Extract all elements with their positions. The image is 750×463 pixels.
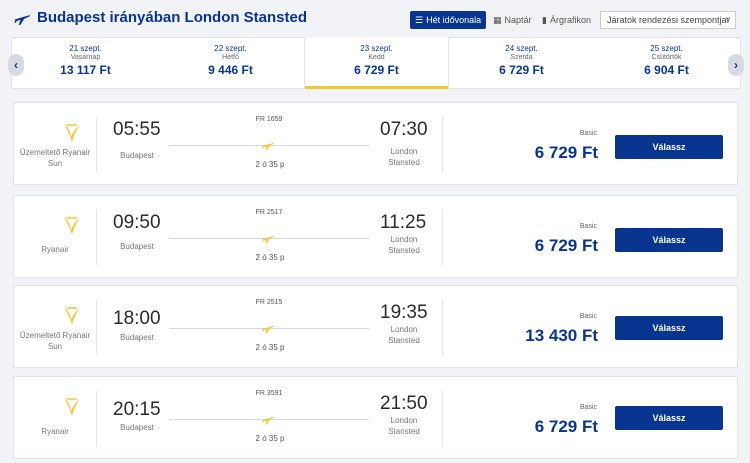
plane-icon: [262, 142, 275, 151]
ryanair-harp-logo-icon: [64, 398, 80, 416]
flight-price: 13 430 Ft: [525, 326, 598, 345]
arrival-city: London Stansted: [388, 235, 420, 255]
fare-type: Basic: [579, 404, 597, 411]
flight-number: FR 1659: [255, 116, 283, 123]
operator-label: Ryanair: [41, 427, 69, 436]
arrival-time: 11:25: [380, 212, 427, 233]
plane-icon: [14, 15, 30, 26]
week-view-button[interactable]: ☰ Hét idővonala: [410, 11, 486, 29]
next-dates-button[interactable]: ›: [728, 54, 744, 76]
arrival-time: 21:50: [380, 393, 428, 414]
flight-duration: 2 ó 35 p: [255, 343, 285, 352]
select-flight-button[interactable]: Válassz: [615, 406, 723, 430]
plane-icon: [262, 325, 275, 334]
flight-duration: 2 ó 35 p: [255, 253, 285, 262]
ryanair-harp-logo-icon: [64, 124, 80, 142]
list-icon: ☰: [415, 14, 424, 25]
flight-card: Üzemeltető Ryanair Sun 05:55 Budapest FR…: [13, 102, 738, 185]
flight-price: 6 729 Ft: [534, 236, 598, 255]
departure-city: Budapest: [120, 242, 154, 251]
departure-city: Budapest: [120, 333, 154, 342]
divider: [96, 210, 97, 265]
date-option[interactable]: 21 szept. Vasárnap 13 117 Ft: [60, 44, 111, 77]
bar-chart-icon: ▮: [542, 14, 547, 25]
arrival-city: London Stansted: [388, 147, 420, 167]
date-option[interactable]: 22 szept. Hétfő 9 446 Ft: [208, 44, 253, 77]
ryanair-harp-logo-icon: [64, 307, 80, 325]
calendar-icon: ▦: [493, 14, 502, 25]
flight-card: Üzemeltető Ryanair Sun 18:00 Budapest FR…: [13, 285, 738, 368]
fare-type: Basic: [579, 130, 597, 137]
chart-view-button[interactable]: ▮ Árgrafikon: [542, 14, 591, 26]
flight-duration: 2 ó 35 p: [255, 434, 285, 443]
results-header: Budapest irányában London Stansted ☰ Hét …: [0, 0, 750, 36]
date-option-selected[interactable]: 23 szept. Kedd 6 729 Ft: [304, 37, 449, 89]
plane-icon: [262, 416, 275, 425]
plane-icon: [262, 235, 275, 244]
operator-label: Ryanair: [41, 245, 69, 254]
departure-city: Budapest: [120, 423, 154, 432]
date-carousel: ‹ 21 szept. Vasárnap 13 117 Ft 22 szept.…: [8, 37, 744, 89]
arrival-time: 07:30: [380, 119, 428, 140]
flight-card: Ryanair 20:15 Budapest FR 3591 2 ó 35 p …: [13, 376, 738, 459]
flight-number: FR 2515: [255, 299, 283, 306]
fare-type: Basic: [579, 223, 597, 230]
departure-time: 20:15: [113, 399, 161, 420]
date-option[interactable]: 25 szept. Csütörtök 6 904 Ft: [644, 44, 689, 77]
departure-time: 18:00: [113, 308, 161, 329]
divider: [442, 117, 443, 172]
select-flight-button[interactable]: Válassz: [615, 135, 723, 159]
ryanair-harp-logo-icon: [64, 217, 80, 235]
arrival-city: London Stansted: [388, 325, 420, 345]
divider: [96, 117, 97, 172]
page-title: Budapest irányában London Stansted: [37, 9, 308, 26]
prev-dates-button[interactable]: ‹: [8, 54, 24, 76]
sort-dropdown[interactable]: Járatok rendezési szempontja: ∨: [600, 11, 736, 29]
flight-number: FR 3591: [255, 390, 283, 397]
divider: [442, 300, 443, 355]
divider: [442, 391, 443, 446]
flight-card: Ryanair 09:50 Budapest FR 2517 2 ó 35 p …: [13, 195, 738, 278]
date-option[interactable]: 24 szept. Szerda 6 729 Ft: [499, 44, 544, 77]
operator-label: Üzemeltető Ryanair Sun: [19, 148, 91, 168]
flight-duration: 2 ó 35 p: [255, 160, 285, 169]
flight-price: 6 729 Ft: [534, 143, 598, 162]
departure-time: 05:55: [113, 119, 161, 140]
divider: [96, 391, 97, 446]
departure-time: 09:50: [113, 212, 161, 233]
departure-city: Budapest: [120, 151, 154, 160]
arrival-city: London Stansted: [388, 416, 420, 436]
calendar-view-button[interactable]: ▦ Naptár: [493, 14, 532, 26]
select-flight-button[interactable]: Válassz: [615, 316, 723, 340]
arrival-time: 19:35: [380, 302, 428, 323]
operator-label: Üzemeltető Ryanair Sun: [19, 331, 91, 351]
divider: [442, 210, 443, 265]
fare-type: Basic: [579, 313, 597, 320]
flight-number: FR 2517: [255, 209, 283, 216]
select-flight-button[interactable]: Válassz: [615, 228, 723, 252]
divider: [96, 300, 97, 355]
chevron-down-icon: ∨: [725, 15, 731, 24]
flight-price: 6 729 Ft: [534, 417, 598, 436]
